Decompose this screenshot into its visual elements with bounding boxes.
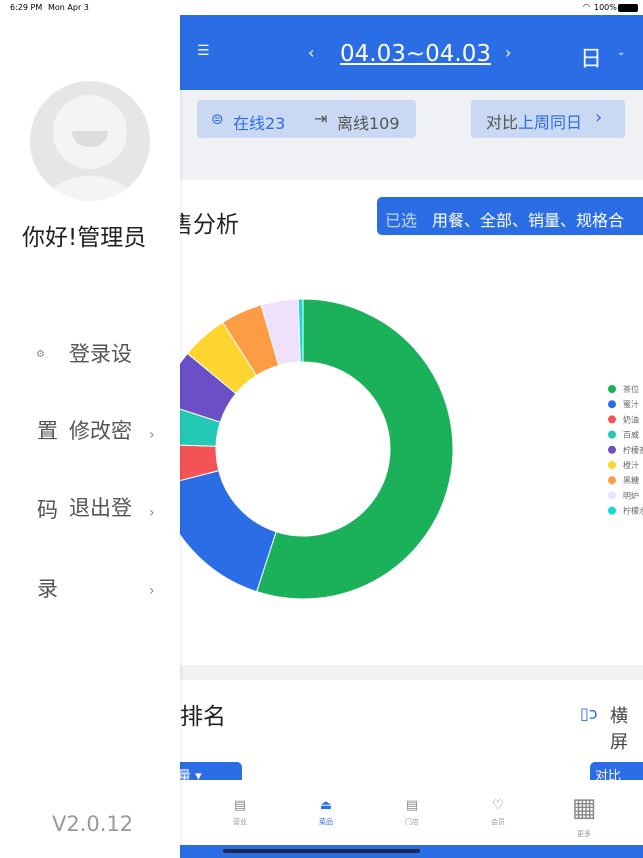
dish-cover-icon: ⏏ (319, 798, 333, 813)
chevron-right-icon: › (149, 583, 155, 599)
legend-marker (608, 430, 616, 439)
slice-0[interactable] (256, 298, 454, 600)
legend-label: 蜜汁 (623, 399, 639, 409)
chevron-right-icon: › (595, 107, 603, 128)
tab-label: 营业 (233, 818, 247, 826)
sort-select[interactable]: 量 ▾ (170, 762, 242, 784)
slice-8[interactable] (297, 298, 304, 363)
period-select[interactable]: 日 (580, 47, 603, 72)
menu-login-settings[interactable]: 登录设 (69, 342, 132, 366)
grid-icon: ▦ (571, 793, 597, 823)
tab-4[interactable]: ▦ 更多 (554, 793, 614, 839)
tab-3[interactable]: ♡ 会员 (468, 798, 528, 827)
tab-label: 门店 (405, 818, 419, 826)
menu-change-password[interactable]: 修改密 (69, 419, 132, 443)
date-range[interactable]: 04.03~04.03 (340, 41, 491, 67)
status-bar: 6:29 PM Mon Apr 3 ◠ 100% (0, 0, 643, 15)
compare-button[interactable]: 对比 上周同日 › (471, 100, 625, 138)
avatar (30, 81, 150, 201)
legend-marker (608, 400, 616, 409)
bottom-strip (180, 845, 643, 858)
legend-marker (608, 476, 616, 485)
legend-label: 明炉 (623, 490, 639, 500)
home-indicator (223, 849, 420, 853)
store-icon: ▤ (233, 798, 247, 813)
filter-button[interactable]: 已选 用餐、全部、销量、规格合 (377, 197, 643, 235)
legend-marker (608, 385, 616, 393)
next-date-button[interactable]: › (505, 43, 512, 62)
app-version: V2.0.12 (52, 812, 134, 836)
offline-count[interactable]: 离线109 (337, 114, 400, 133)
legend-marker (608, 506, 616, 515)
tab-bar: ▤ 营业 ⏏ 菜品 ▤ 门店 ♡ 会员 ▦ 更多 (180, 780, 643, 845)
tab-label: 菜品 (319, 818, 333, 826)
legend-marker (608, 445, 616, 454)
prev-date-button[interactable]: ‹ (308, 43, 315, 62)
legend-label: 百威 (623, 430, 639, 440)
legend-marker (608, 461, 616, 469)
legend-label: 茶位 (623, 384, 639, 394)
store-status: ⊜ 在线23 ⇥ 离线109 (197, 100, 416, 138)
legend-marker (608, 415, 616, 424)
wifi-icon: ◠ (583, 2, 590, 11)
chevron-down-icon[interactable]: ⌄ (617, 47, 626, 58)
online-count[interactable]: 在线23 (233, 114, 286, 133)
ranking-card: 售排名 ▯ͻ 横屏 量 ▾ 对比 (150, 680, 643, 784)
side-drawer: 你好!管理员 ⚙ 登录设 置 修改密 › 码 退出登 › 录 › V2.0.12 (0, 15, 180, 858)
tab-2[interactable]: ▤ 门店 (382, 798, 442, 827)
legend-marker (608, 491, 616, 500)
legend-label: 黑糖 (623, 475, 639, 485)
donut-chart: 茶位蜜汁奶油百威柠檬茶橙汁黑糖明炉柠檬水 (152, 298, 643, 600)
tab-label: 更多 (577, 830, 591, 838)
battery-level: 100% (594, 3, 617, 12)
menu-logout[interactable]: 退出登 (69, 496, 132, 520)
sales-analysis-card: 售分析 已选 用餐、全部、销量、规格合 茶位蜜汁奶油百威柠檬茶橙汁黑糖明炉柠檬水 (150, 180, 643, 665)
phone-rotate-icon: ▯ͻ (580, 704, 598, 723)
chevron-right-icon: › (149, 505, 155, 521)
chevron-right-icon: › (149, 427, 155, 443)
shop-icon: ▤ (405, 798, 419, 813)
menu-icon[interactable]: ☰ (197, 43, 210, 59)
legend-label: 柠檬水 (623, 506, 643, 516)
diamond-icon: ♡ (492, 798, 504, 813)
gear-icon: ⚙ (36, 349, 45, 360)
card-title: 售分析 (170, 212, 239, 238)
logout-icon: ⇥ (314, 109, 328, 128)
legend-label: 奶油 (623, 414, 639, 424)
tab-0[interactable]: ▤ 营业 (210, 798, 270, 827)
status-time: 6:29 PM (10, 3, 43, 12)
battery-icon (618, 4, 638, 12)
legend-label: 橙汁 (623, 460, 639, 470)
store-icon: ⊜ (211, 110, 224, 128)
landscape-button[interactable]: 横屏 (610, 706, 628, 753)
header: ☰ ‹ 04.03~04.03 › 日 ⌄ (180, 15, 643, 90)
legend-label: 柠檬茶 (623, 445, 643, 455)
tab-label: 会员 (491, 818, 505, 826)
tab-1[interactable]: ⏏ 菜品 (296, 798, 356, 827)
compare-ranking-button[interactable]: 对比 (590, 762, 643, 784)
status-date: Mon Apr 3 (48, 3, 89, 12)
greeting: 你好!管理员 (22, 225, 147, 251)
